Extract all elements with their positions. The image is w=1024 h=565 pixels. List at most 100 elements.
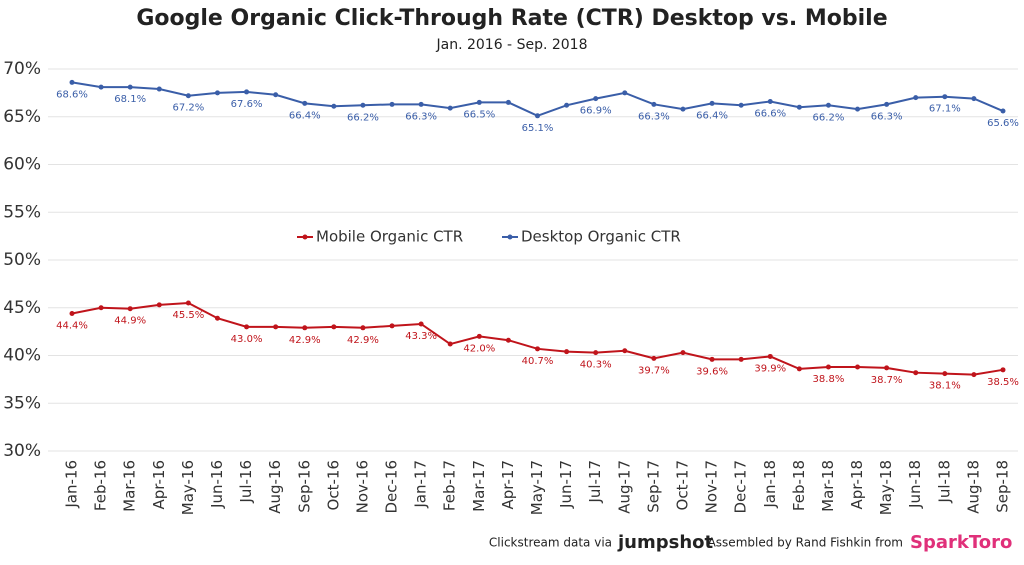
- data-label: 66.4%: [696, 110, 728, 121]
- x-tick-label: Sep-16: [295, 460, 313, 513]
- y-tick-label: 70%: [3, 59, 41, 79]
- data-point: [418, 321, 424, 327]
- source-brand: jumpshot: [617, 532, 714, 553]
- x-tick-label: Oct-16: [324, 460, 342, 510]
- data-point: [127, 84, 133, 90]
- data-label: 68.6%: [56, 89, 88, 100]
- x-tick-label: Sep-17: [644, 460, 662, 513]
- x-tick-label: Apr-16: [150, 460, 168, 510]
- data-label: 42.9%: [347, 335, 379, 346]
- data-label: 66.2%: [813, 112, 845, 123]
- data-label: 39.9%: [754, 363, 786, 374]
- data-label: 66.6%: [754, 108, 786, 119]
- x-tick-label: Dec-16: [383, 460, 401, 514]
- data-point: [331, 103, 337, 109]
- data-point: [651, 355, 657, 361]
- legend-dot: [302, 234, 308, 240]
- x-tick-label: Jun-18: [906, 460, 924, 509]
- data-point: [825, 102, 831, 108]
- data-label: 65.6%: [987, 118, 1019, 129]
- x-tick-label: May-18: [877, 460, 895, 515]
- legend-dot: [507, 234, 513, 240]
- data-point: [942, 94, 948, 100]
- x-tick-label: Jul-16: [237, 460, 255, 504]
- y-tick-label: 35%: [3, 393, 41, 413]
- data-label: 40.7%: [522, 356, 554, 367]
- chart-subtitle: Jan. 2016 - Sep. 2018: [436, 37, 588, 53]
- data-point: [1000, 367, 1006, 373]
- data-label: 68.1%: [114, 94, 146, 105]
- x-tick-label: May-16: [179, 460, 197, 515]
- data-label: 43.3%: [405, 331, 437, 342]
- x-tick-label: Aug-17: [615, 460, 633, 514]
- x-tick-label: Aug-16: [266, 460, 284, 514]
- data-point: [273, 324, 279, 330]
- data-point: [825, 364, 831, 370]
- data-point: [185, 93, 191, 99]
- data-label: 67.2%: [172, 103, 204, 114]
- data-label: 39.7%: [638, 365, 670, 376]
- data-point: [796, 104, 802, 110]
- data-point: [767, 353, 773, 359]
- x-tick-label: Jun-16: [208, 460, 226, 509]
- data-point: [156, 86, 162, 92]
- data-point: [302, 100, 308, 106]
- y-tick-label: 50%: [3, 250, 41, 270]
- x-tick-label: May-17: [528, 460, 546, 515]
- data-label: 42.0%: [463, 343, 495, 354]
- x-tick-label: Nov-16: [353, 460, 371, 513]
- data-point: [738, 356, 744, 362]
- data-label: 38.8%: [813, 374, 845, 385]
- x-tick-label: Mar-17: [470, 460, 488, 512]
- data-label: 66.5%: [463, 109, 495, 120]
- data-point: [69, 79, 75, 85]
- y-tick-label: 45%: [3, 298, 41, 318]
- data-label: 43.0%: [231, 334, 263, 345]
- data-label: 66.2%: [347, 112, 379, 123]
- data-point: [331, 324, 337, 330]
- source-text: Clickstream data via: [489, 536, 612, 550]
- data-label: 66.3%: [405, 111, 437, 122]
- data-point: [418, 101, 424, 107]
- data-point: [884, 365, 890, 371]
- data-point: [389, 101, 395, 107]
- data-label: 38.5%: [987, 377, 1019, 388]
- x-tick-label: Apr-18: [848, 460, 866, 510]
- data-point: [913, 370, 919, 376]
- data-point: [942, 371, 948, 377]
- y-tick-label: 30%: [3, 441, 41, 461]
- x-tick-label: Mar-16: [121, 460, 139, 512]
- data-point: [360, 102, 366, 108]
- data-point: [447, 105, 453, 111]
- data-point: [535, 113, 540, 119]
- data-point: [971, 372, 977, 378]
- x-tick-label: Nov-17: [703, 460, 721, 513]
- data-point: [476, 99, 482, 105]
- data-label: 66.4%: [289, 110, 321, 121]
- data-point: [593, 350, 599, 356]
- data-point: [709, 100, 715, 106]
- data-label: 44.4%: [56, 320, 88, 331]
- data-point: [156, 302, 162, 308]
- series-line: [71, 81, 1004, 117]
- y-tick-label: 60%: [3, 155, 41, 175]
- legend-label: Mobile Organic CTR: [316, 228, 463, 246]
- data-label: 65.1%: [522, 123, 554, 134]
- data-label: 67.1%: [929, 104, 961, 115]
- data-point: [622, 90, 628, 96]
- data-point: [69, 310, 75, 316]
- data-point: [476, 333, 482, 339]
- data-label: 45.5%: [172, 310, 204, 321]
- data-point: [796, 366, 802, 372]
- data-point: [1000, 108, 1006, 114]
- x-tick-label: Apr-17: [499, 460, 517, 510]
- data-point: [273, 92, 279, 98]
- data-label: 67.6%: [231, 99, 263, 110]
- data-label: 38.7%: [871, 375, 903, 386]
- x-tick-label: Feb-17: [441, 460, 459, 511]
- data-point: [564, 102, 570, 108]
- data-point: [127, 306, 133, 312]
- data-point: [651, 101, 657, 107]
- data-point: [244, 89, 250, 95]
